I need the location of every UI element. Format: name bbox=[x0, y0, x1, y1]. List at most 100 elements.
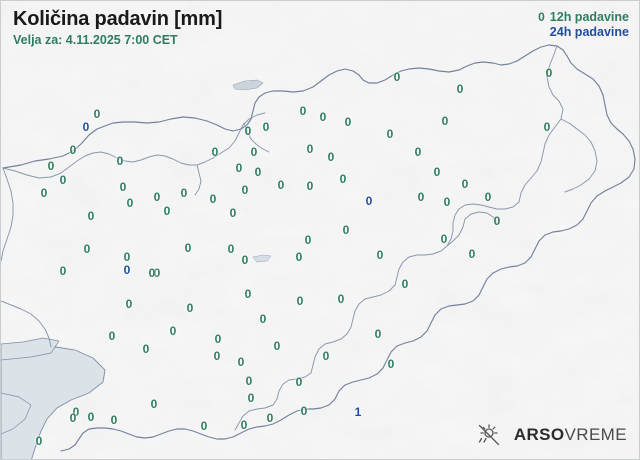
station-value: 0 bbox=[142, 342, 150, 356]
station-value: 0 bbox=[87, 410, 95, 424]
station-value: 0 bbox=[72, 405, 80, 419]
brand-vreme: VREME bbox=[564, 425, 627, 444]
station-value: 0 bbox=[296, 294, 304, 308]
station-value: 0 bbox=[299, 104, 307, 118]
station-value: 0 bbox=[259, 312, 267, 326]
station-value: 0 bbox=[304, 233, 312, 247]
station-value: 0 bbox=[35, 434, 43, 448]
station-value: 0 bbox=[229, 206, 237, 220]
station-value: 0 bbox=[180, 186, 188, 200]
slovenia-border bbox=[2, 44, 636, 452]
station-value: 0 bbox=[214, 332, 222, 346]
station-value: 0 bbox=[387, 357, 395, 371]
station-value: 0 bbox=[344, 115, 352, 129]
station-value: 0 bbox=[461, 177, 469, 191]
station-value: 0 bbox=[295, 250, 303, 264]
station-value: 0 bbox=[82, 120, 90, 134]
station-value: 0 bbox=[266, 411, 274, 425]
station-value: 0 bbox=[110, 413, 118, 427]
adriatic-sea bbox=[1, 337, 106, 459]
station-value: 0 bbox=[126, 196, 134, 210]
station-value: 0 bbox=[209, 192, 217, 206]
station-value: 0 bbox=[200, 419, 208, 433]
station-value: 0 bbox=[59, 173, 67, 187]
station-value: 0 bbox=[244, 124, 252, 138]
station-value: 0 bbox=[186, 301, 194, 315]
station-value: 0 bbox=[401, 277, 409, 291]
station-value: 0 bbox=[245, 374, 253, 388]
brand-text: ARSOVREME bbox=[514, 425, 627, 445]
station-value: 0 bbox=[433, 165, 441, 179]
station-value: 0 bbox=[184, 241, 192, 255]
station-value: 0 bbox=[468, 247, 476, 261]
station-value: 0 bbox=[319, 110, 327, 124]
station-value: 0 bbox=[414, 145, 422, 159]
station-value: 0 bbox=[277, 178, 285, 192]
station-value: 0 bbox=[484, 190, 492, 204]
station-value: 0 bbox=[47, 159, 55, 173]
station-value: 0 bbox=[153, 190, 161, 204]
station-value: 0 bbox=[116, 154, 124, 168]
station-value: 0 bbox=[244, 287, 252, 301]
station-value: 0 bbox=[123, 250, 131, 264]
station-value: 0 bbox=[69, 143, 77, 157]
station-value: 0 bbox=[169, 324, 177, 338]
station-value: 1 bbox=[354, 405, 362, 419]
station-value: 0 bbox=[237, 355, 245, 369]
station-value: 0 bbox=[59, 264, 67, 278]
station-value: 0 bbox=[83, 242, 91, 256]
station-value: 0 bbox=[337, 292, 345, 306]
station-value: 0 bbox=[306, 179, 314, 193]
station-value: 0 bbox=[213, 349, 221, 363]
station-value: 0 bbox=[456, 82, 464, 96]
station-value: 0 bbox=[150, 397, 158, 411]
station-value: 0 bbox=[374, 327, 382, 341]
station-value: 0 bbox=[240, 418, 248, 432]
station-value: 0 bbox=[393, 70, 401, 84]
station-value: 0 bbox=[300, 404, 308, 418]
station-value: 0 bbox=[417, 190, 425, 204]
station-value: 0 bbox=[262, 120, 270, 134]
station-value: 0 bbox=[241, 183, 249, 197]
station-value: 0 bbox=[148, 266, 156, 280]
station-value: 0 bbox=[247, 391, 255, 405]
station-value: 0 bbox=[295, 375, 303, 389]
station-value: 0 bbox=[543, 120, 551, 134]
station-value: 0 bbox=[327, 150, 335, 164]
station-value: 0 bbox=[227, 242, 235, 256]
station-value: 0 bbox=[493, 214, 501, 228]
station-value: 0 bbox=[322, 349, 330, 363]
arso-vreme-logo: ARSOVREME bbox=[477, 423, 627, 447]
station-value: 0 bbox=[342, 223, 350, 237]
station-value: 0 bbox=[241, 253, 249, 267]
station-value: 0 bbox=[235, 161, 243, 175]
station-value: 0 bbox=[211, 145, 219, 159]
station-value: 0 bbox=[339, 172, 347, 186]
station-value: 0 bbox=[441, 114, 449, 128]
station-value: 0 bbox=[40, 186, 48, 200]
station-value: 0 bbox=[119, 180, 127, 194]
station-value: 0 bbox=[69, 411, 77, 425]
station-value: 0 bbox=[93, 107, 101, 121]
station-value: 0 bbox=[108, 329, 116, 343]
station-value: 0 bbox=[123, 263, 131, 277]
regional-boundaries bbox=[1, 45, 598, 431]
station-value: 0 bbox=[254, 165, 262, 179]
station-value: 0 bbox=[376, 248, 384, 262]
station-value: 0 bbox=[163, 204, 171, 218]
station-value: 0 bbox=[250, 145, 258, 159]
station-value: 0 bbox=[87, 209, 95, 223]
sun-rain-icon bbox=[478, 424, 499, 446]
station-value: 0 bbox=[440, 232, 448, 246]
brand-arso: ARSO bbox=[513, 425, 565, 444]
station-value: 0 bbox=[125, 297, 133, 311]
station-value: 0 bbox=[306, 142, 314, 156]
station-value: 0 bbox=[153, 266, 161, 280]
station-value: 0 bbox=[545, 66, 553, 80]
station-value: 0 bbox=[365, 194, 373, 208]
station-value: 0 bbox=[443, 195, 451, 209]
station-value: 0 bbox=[386, 127, 394, 141]
